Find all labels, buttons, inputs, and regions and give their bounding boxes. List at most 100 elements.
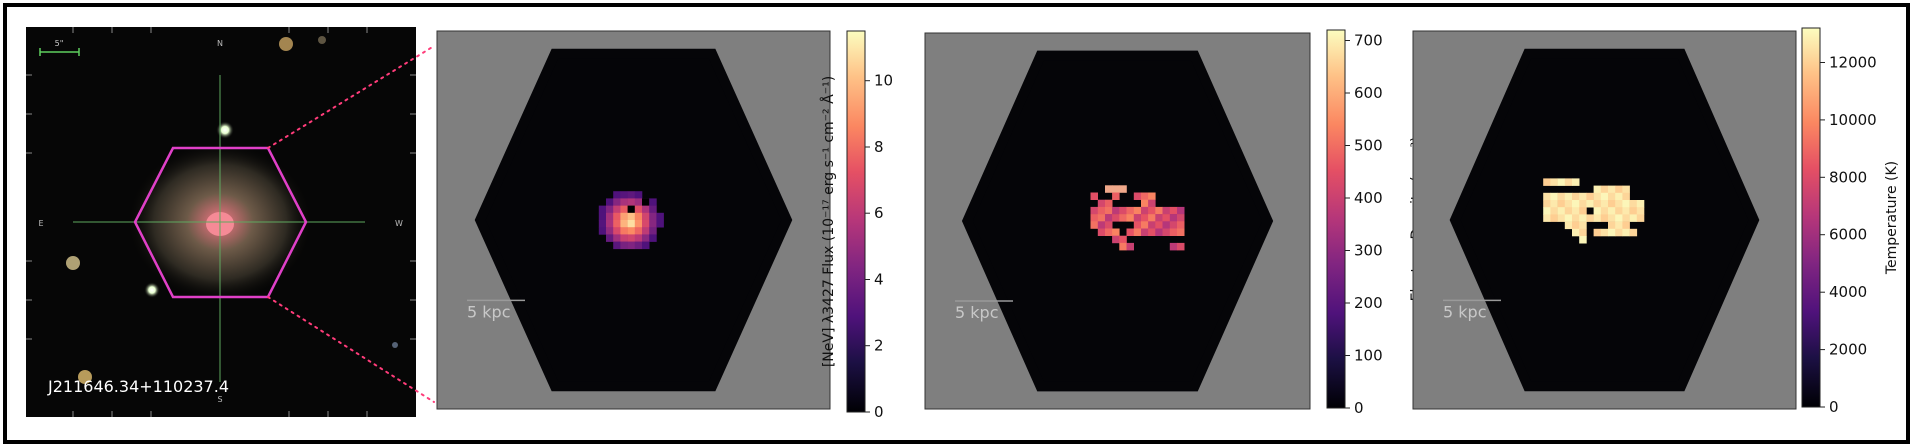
density-pixel [1148, 221, 1156, 229]
temperature-pixel [1636, 200, 1645, 208]
temperature-pixel [1579, 228, 1587, 237]
temperature-pixel [1564, 178, 1573, 186]
flux-pixel [620, 234, 628, 242]
flux-pixel [627, 198, 636, 206]
density-pixel [1141, 192, 1149, 200]
density-pixel [1105, 228, 1113, 236]
flux-pixel [598, 227, 607, 235]
flux-pixel [613, 198, 621, 206]
colorbar-tick-label: 0 [1829, 398, 1839, 416]
colorbar-tick-label: 200 [1354, 294, 1383, 312]
temperature-pixel [1622, 207, 1630, 215]
density-pixel [1141, 214, 1149, 222]
temperature-pixel [1564, 214, 1573, 222]
density-pixel [1141, 206, 1149, 215]
temperature-pixel [1543, 214, 1551, 222]
masked-pixel [642, 198, 650, 206]
temperature-pixel [1600, 192, 1609, 201]
flux-pixel [634, 205, 643, 214]
flux-pixel [642, 220, 650, 228]
density-pixel [1126, 228, 1134, 236]
temperature-pixel [1615, 207, 1623, 215]
flux-pixel [627, 227, 636, 235]
temperature-pixel [1608, 214, 1616, 222]
flux-pixel [606, 227, 614, 235]
density-pixel [1155, 221, 1163, 229]
flux-pixel [627, 212, 636, 221]
temperature-pixel [1550, 178, 1558, 186]
density-pixel [1097, 228, 1106, 236]
electron-density-map-panel: 5 kpc0100200300400500600700Electron Dens… [924, 29, 1425, 417]
temperature-pixel [1557, 200, 1566, 208]
temperature-pixel [1629, 200, 1638, 208]
temperature-pixel [1608, 228, 1616, 237]
masked-pixel [627, 205, 635, 213]
temperature-pixel [1608, 185, 1616, 194]
colorbar-tick-label: 4 [874, 271, 884, 289]
flux-pixel [649, 205, 657, 214]
colorbar-tick-label: 10 [874, 72, 893, 90]
flux-pixel [620, 241, 628, 250]
temperature-pixel [1615, 200, 1623, 208]
temperature-pixel [1600, 207, 1609, 215]
density-pixel [1177, 221, 1185, 229]
density-pixel [1155, 206, 1163, 215]
temperature-pixel [1615, 185, 1623, 194]
density-pixel [1119, 235, 1127, 244]
density-pixel [1105, 214, 1113, 222]
density-pixel [1169, 206, 1178, 215]
temperature-pixel [1615, 214, 1623, 222]
flux-pixel [649, 220, 657, 228]
flux-pixel [598, 220, 607, 228]
flux-pixel [620, 227, 628, 235]
density-pixel [1112, 206, 1120, 215]
flux-pixel [642, 234, 650, 242]
flux-pixel [620, 220, 628, 228]
zoom-connectors [267, 45, 435, 403]
density-pixel [1141, 221, 1149, 229]
density-pixel [1105, 221, 1113, 229]
scale-bar-label: 5 kpc [1443, 302, 1486, 321]
flux-pixel [606, 198, 614, 206]
density-pixel [1126, 206, 1134, 215]
density-pixel [1097, 199, 1106, 208]
object-id: J211646.34+110237.4 [47, 377, 229, 396]
flux-pixel [642, 241, 650, 250]
temperature-pixel [1543, 192, 1551, 201]
temperature-pixel [1550, 200, 1558, 208]
density-pixel [1112, 228, 1120, 236]
temperature-pixel [1543, 200, 1551, 208]
density-pixel [1119, 242, 1127, 251]
temperature-pixel [1550, 214, 1558, 222]
star [66, 256, 80, 270]
flux-pixel [642, 205, 650, 214]
temperature-pixel [1572, 228, 1580, 237]
temperature-pixel [1550, 192, 1558, 201]
flux-pixel [620, 212, 628, 221]
colorbar-tick-label: 8000 [1829, 168, 1867, 186]
density-pixel [1090, 214, 1098, 222]
temperature-pixel [1572, 200, 1580, 208]
density-pixel [1090, 192, 1098, 200]
image-ticks [26, 27, 416, 417]
temperature-pixel [1629, 228, 1638, 237]
density-pixel [1169, 242, 1178, 251]
flux-pixel [634, 227, 643, 235]
temperature-pixel [1593, 214, 1602, 222]
density-pixel [1177, 206, 1185, 215]
flux-pixel [634, 220, 643, 228]
temperature-pixel [1608, 207, 1616, 215]
temperature-pixel [1636, 214, 1645, 222]
temperature-pixel [1572, 178, 1580, 186]
temperature-pixel [1593, 200, 1602, 208]
temperature-pixel [1550, 207, 1558, 215]
temperature-pixel [1608, 192, 1616, 201]
colorbar-label: Temperature (K) [1884, 161, 1900, 275]
density-pixel [1133, 192, 1142, 200]
temperature-pixel [1593, 207, 1602, 215]
density-pixel [1162, 221, 1170, 229]
colorbar-tick-label: 6000 [1829, 226, 1867, 244]
density-pixel [1119, 185, 1127, 193]
compass-north: N [217, 39, 223, 48]
flux-pixel [634, 212, 643, 221]
